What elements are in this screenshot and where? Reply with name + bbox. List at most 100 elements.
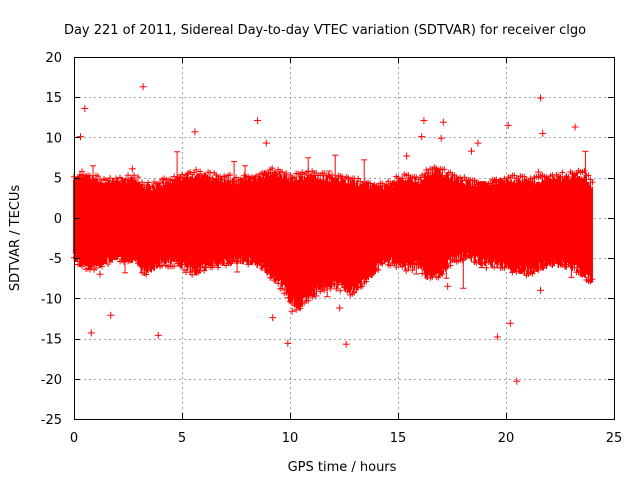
data-point — [357, 178, 364, 185]
data-point — [435, 274, 442, 281]
data-point — [365, 273, 372, 280]
outlier-point — [513, 377, 521, 385]
data-point — [141, 265, 148, 272]
x-tick-label: 25 — [606, 431, 623, 446]
x-tick-label: 10 — [282, 431, 299, 446]
outlier-point — [504, 121, 512, 129]
data-point — [337, 287, 344, 294]
outlier-point — [342, 340, 350, 348]
data-point — [285, 176, 292, 183]
data-point — [231, 178, 238, 185]
data-point — [81, 261, 88, 268]
data-point — [79, 168, 86, 175]
data-point — [237, 254, 244, 261]
y-tick-label: 0 — [54, 212, 62, 227]
outlier-point — [107, 311, 115, 319]
data-point — [431, 270, 438, 277]
x-tick-label: 15 — [390, 431, 407, 446]
data-point — [565, 174, 572, 181]
data-point — [557, 173, 564, 180]
outlier-point — [539, 129, 547, 137]
data-point — [89, 263, 96, 270]
data-point — [107, 175, 114, 182]
data-point — [75, 261, 82, 268]
data-point — [577, 267, 584, 274]
data-point — [589, 179, 596, 186]
data-point — [283, 286, 290, 293]
data-point — [353, 180, 360, 187]
outlier-point — [493, 333, 501, 341]
y-axis-title: SDTVAR / TECUs — [8, 185, 23, 292]
data-point — [501, 264, 508, 271]
data-point — [291, 175, 298, 182]
data-point — [521, 268, 528, 275]
data-layer — [71, 83, 596, 385]
outlier-point — [336, 304, 344, 312]
data-point — [117, 174, 124, 181]
outlier-point — [439, 118, 447, 126]
data-point — [103, 255, 110, 262]
data-point — [393, 264, 400, 271]
data-point — [125, 172, 132, 179]
outlier-point — [288, 307, 296, 315]
outlier-point — [506, 319, 514, 327]
data-point — [279, 169, 286, 176]
data-point — [77, 258, 84, 265]
data-point — [291, 302, 298, 309]
data-point — [267, 274, 274, 281]
data-point — [209, 175, 216, 182]
data-point — [283, 170, 290, 177]
data-point — [109, 256, 116, 263]
data-point — [529, 179, 536, 186]
x-axis-title: GPS time / hours — [288, 460, 397, 475]
plot-frame — [74, 57, 615, 420]
y-tick-label: 15 — [45, 91, 62, 106]
data-point — [199, 263, 206, 270]
outlier-point — [128, 165, 136, 173]
data-point — [239, 177, 246, 184]
data-point — [135, 174, 142, 181]
data-point — [399, 263, 406, 270]
data-point — [171, 263, 178, 270]
data-point — [99, 180, 106, 187]
data-point — [93, 265, 100, 272]
data-point — [571, 264, 578, 271]
outlier-point — [191, 128, 199, 136]
data-point — [155, 259, 162, 266]
data-point — [459, 257, 466, 264]
outlier-point — [76, 133, 84, 141]
data-point — [281, 290, 288, 297]
data-point — [495, 259, 502, 266]
data-point — [161, 258, 168, 265]
x-tick-label: 20 — [498, 431, 515, 446]
data-point — [205, 261, 212, 268]
data-point — [383, 255, 390, 262]
outlier-point — [420, 117, 428, 125]
data-point — [345, 285, 352, 292]
data-point — [227, 171, 234, 178]
y-tick-label: -10 — [41, 292, 62, 307]
data-point — [527, 175, 534, 182]
data-point — [243, 256, 250, 263]
outlier-point — [262, 139, 270, 147]
outlier-point — [444, 282, 452, 290]
data-point — [531, 268, 538, 275]
data-point — [273, 170, 280, 177]
outlier-point — [537, 94, 545, 102]
data-point — [369, 272, 376, 279]
data-point — [339, 281, 346, 288]
data-point — [265, 170, 272, 177]
data-point — [273, 276, 280, 283]
data-point — [131, 172, 138, 179]
data-point — [143, 271, 150, 278]
data-point — [375, 266, 382, 273]
data-point — [261, 261, 268, 268]
data-point — [269, 165, 276, 172]
data-point — [441, 166, 448, 173]
x-tick-label: 0 — [70, 431, 78, 446]
data-point — [383, 181, 390, 188]
data-point — [481, 259, 488, 266]
data-point — [219, 176, 226, 183]
data-point — [233, 174, 240, 181]
